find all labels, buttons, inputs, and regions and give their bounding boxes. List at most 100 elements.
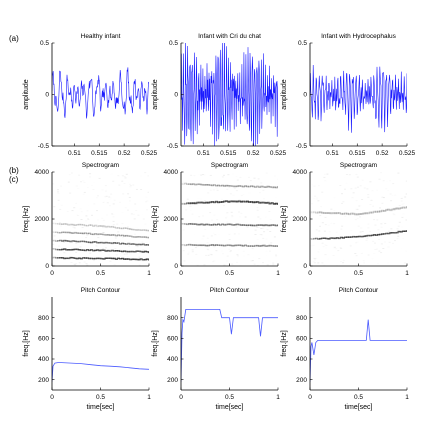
spectrogram-noise	[113, 224, 115, 225]
spectrogram-band-4	[71, 232, 75, 234]
spectrogram-noise	[122, 193, 124, 194]
spectrogram-band-5	[114, 227, 118, 229]
y-tick-label: 4000	[293, 169, 308, 176]
spectrogram-band-1	[360, 235, 364, 238]
chart-pitch-2: 0 0.5 1 200 400 600 800 Pitch Contour freq.[Hz] t…	[152, 287, 280, 411]
spectrogram-band-1	[247, 245, 252, 247]
spectrogram-band-5	[133, 229, 137, 231]
spectrogram-noise	[191, 251, 194, 253]
spectrogram-noise	[333, 210, 335, 211]
spectrogram-band-3	[94, 241, 98, 243]
x-axis-label: time[sec]	[86, 404, 114, 411]
spectrogram-noise	[275, 189, 277, 190]
spectrogram-band-1	[112, 257, 116, 260]
spectrogram-band-1	[348, 236, 352, 238]
spectrogram-band-3	[81, 240, 85, 243]
spectrogram-noise	[129, 184, 131, 185]
spectrogram-band-2	[356, 213, 360, 216]
spectrogram-noise	[61, 205, 63, 206]
spectrogram-noise	[390, 228, 393, 230]
spectrogram-band-1	[214, 244, 219, 246]
spectrogram-noise	[71, 210, 74, 212]
y-axis-label: amplitude	[152, 79, 159, 109]
spectrogram-band-3	[143, 244, 147, 246]
spectrogram-noise	[268, 211, 270, 212]
spectrogram-band-5	[125, 227, 129, 229]
y-axis-label: freq.[Hz]	[281, 206, 288, 233]
spectrogram-band-2	[317, 211, 321, 214]
x-tick-label: 0.525	[270, 150, 287, 157]
spectrogram-band-2	[90, 249, 94, 251]
spectrogram-band-1	[258, 245, 262, 247]
spectrogram-noise	[87, 210, 89, 211]
spectrogram-noise	[209, 174, 212, 176]
spectrogram-band-4	[231, 185, 235, 187]
spectrogram-band-1	[256, 244, 260, 247]
spectrogram-band-1	[137, 258, 141, 261]
spectrogram-band-3	[268, 202, 272, 205]
spectrogram-noise	[329, 231, 331, 232]
spectrogram-band-2	[57, 248, 61, 251]
spectrogram-band-1	[92, 257, 96, 260]
spectrogram-noise	[192, 214, 194, 215]
spectrogram-band-5	[137, 229, 141, 231]
spectrogram-band-5	[75, 224, 79, 226]
spectrogram-band-1	[114, 258, 118, 260]
spectrogram-noise	[119, 249, 121, 250]
spectrogram-noise	[276, 261, 278, 262]
spectrogram-noise	[187, 254, 189, 255]
spectrogram-noise	[269, 231, 272, 232]
spectrogram-band-1	[341, 237, 345, 239]
spectrogram-band-4	[214, 184, 219, 187]
spectrogram-noise	[237, 255, 239, 256]
spectrogram-band-5	[127, 228, 131, 230]
spectrogram-band-4	[79, 232, 83, 234]
spectrogram-band-4	[135, 236, 139, 238]
spectrogram-noise	[328, 225, 330, 226]
chart-title: Spectrogram	[340, 162, 377, 169]
spectrogram-noise	[101, 218, 103, 219]
x-tick-label: 0.51	[68, 150, 81, 157]
spectrogram-noise	[320, 206, 322, 207]
spectrogram-band-5	[116, 227, 120, 229]
spectrogram-band-4	[252, 185, 256, 188]
spectrogram-noise	[251, 248, 254, 250]
spectrogram-band-2	[127, 250, 131, 253]
spectrogram-noise	[213, 233, 215, 234]
spectrogram-band-4	[221, 184, 225, 187]
spectrogram-noise	[97, 195, 99, 197]
spectrogram-noise	[342, 262, 345, 264]
spectrogram-noise	[213, 247, 215, 248]
spectrogram-band-4	[276, 186, 278, 188]
spectrogram-noise	[111, 213, 113, 215]
spectrogram-band-2	[59, 249, 63, 251]
spectrogram-bands	[310, 172, 407, 264]
spectrogram-band-2	[61, 248, 65, 251]
spectrogram-band-2	[245, 224, 249, 227]
y-tick-label: -0.5	[167, 143, 179, 150]
spectrogram-band-4	[96, 233, 100, 236]
spectrogram-band-3	[141, 243, 145, 245]
spectrogram-noise	[57, 199, 60, 201]
spectrogram-band-4	[81, 232, 85, 235]
spectrogram-band-4	[243, 185, 247, 187]
spectrogram-band-4	[57, 231, 61, 234]
spectrogram-noise	[59, 208, 62, 210]
x-tick-label: 0.5	[96, 270, 105, 277]
spectrogram-band-3	[112, 242, 116, 244]
spectrogram-noise	[257, 216, 260, 218]
spectrogram-band-2	[241, 224, 245, 226]
spectrogram-noise	[122, 237, 124, 238]
spectrogram-noise	[234, 187, 236, 189]
spectrogram-band-2	[77, 249, 81, 251]
spectrogram-band-2	[63, 248, 67, 250]
spectrogram-noise	[139, 265, 141, 266]
spectrogram-band-4	[85, 232, 90, 235]
spectrogram-band-4	[145, 236, 149, 239]
spectrogram-band-1	[358, 235, 362, 238]
spectrogram-noise	[367, 227, 369, 228]
spectrogram-band-5	[92, 225, 96, 227]
spectrogram-band-2	[262, 224, 266, 227]
spectrogram-noise	[216, 188, 218, 189]
spectrogram-band-4	[247, 185, 252, 188]
